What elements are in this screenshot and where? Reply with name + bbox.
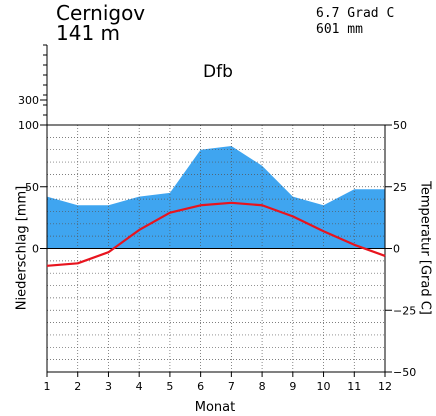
right-tick-label: 50 [393,119,407,132]
x-tick-label: 2 [74,380,81,393]
right-tick-label: 0 [393,243,400,256]
x-tick-label: 8 [259,380,266,393]
x-tick-label: 11 [347,380,361,393]
left-tick-label: 50 [25,181,39,194]
left-tick-label: 0 [32,243,39,256]
x-tick-label: 3 [105,380,112,393]
x-tick-label: 4 [136,380,143,393]
x-tick-label: 10 [317,380,331,393]
x-tick-label: 9 [289,380,296,393]
right-tick-label: 25 [393,181,407,194]
annual-temperature: 6.7 Grad C [316,6,395,21]
station-elevation: 141 m [56,21,121,45]
x-axis-label: Monat [194,400,236,415]
x-tick-label: 5 [166,380,173,393]
station-name: Cernigov [56,1,146,25]
left-tick-label: 100 [18,119,39,132]
x-tick-label: 6 [197,380,204,393]
x-tick-label: 1 [44,380,51,393]
precipitation-area [47,145,385,249]
annual-precipitation: 601 mm [316,22,363,37]
temperature-line [46,201,386,267]
right-tick-label: −25 [393,304,416,317]
left-tick-label-300: 300 [18,94,39,107]
climate-class-label: Dfb [203,62,233,82]
right-tick-label: −50 [393,366,416,379]
x-tick-label: 7 [228,380,235,393]
x-tick-label: 12 [378,380,392,393]
